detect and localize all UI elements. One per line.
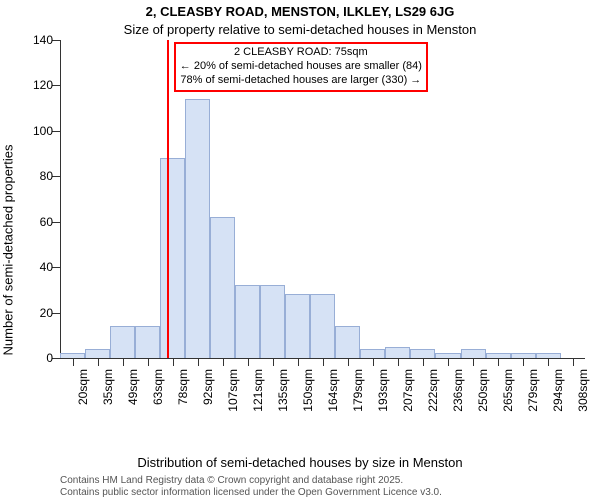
- histogram-bar: [235, 285, 260, 358]
- x-tick-label: 121sqm: [251, 369, 253, 412]
- histogram-bar: [310, 294, 335, 358]
- x-tick-label: 294sqm: [551, 369, 553, 412]
- x-tick: [73, 358, 74, 366]
- histogram-bar: [360, 349, 385, 358]
- x-tick-label: 78sqm: [176, 369, 178, 405]
- x-tick: [523, 358, 524, 366]
- footer-line-1: Contains HM Land Registry data © Crown c…: [60, 475, 403, 486]
- histogram-bar: [135, 326, 160, 358]
- x-tick: [173, 358, 174, 366]
- y-tick-label: 0: [46, 351, 53, 365]
- y-tick-label: 40: [40, 260, 53, 274]
- annotation-line: ← 20% of semi-detached houses are smalle…: [180, 60, 422, 74]
- histogram-bar: [385, 347, 410, 358]
- histogram-bar: [461, 349, 486, 358]
- x-tick-label: 179sqm: [351, 369, 353, 412]
- annotation-box: 2 CLEASBY ROAD: 75sqm← 20% of semi-detac…: [174, 42, 428, 91]
- y-tick-label: 80: [40, 169, 53, 183]
- x-tick: [98, 358, 99, 366]
- x-tick: [448, 358, 449, 366]
- x-tick-label: 236sqm: [451, 369, 453, 412]
- x-tick: [198, 358, 199, 366]
- histogram-bar: [160, 158, 185, 358]
- x-tick: [223, 358, 224, 366]
- x-tick: [123, 358, 124, 366]
- x-tick-label: 20sqm: [76, 369, 78, 405]
- plot-area: 02040608010012014020sqm35sqm49sqm63sqm78…: [60, 40, 585, 358]
- x-tick-label: 35sqm: [101, 369, 103, 405]
- x-tick: [398, 358, 399, 366]
- x-tick-label: 135sqm: [276, 369, 278, 412]
- x-tick: [573, 358, 574, 366]
- histogram-bar: [260, 285, 285, 358]
- histogram-plot: 02040608010012014020sqm35sqm49sqm63sqm78…: [60, 40, 585, 410]
- annotation-line: 2 CLEASBY ROAD: 75sqm: [180, 46, 422, 60]
- x-tick: [148, 358, 149, 366]
- y-tick: [52, 313, 60, 314]
- y-tick-label: 20: [40, 306, 53, 320]
- x-tick: [248, 358, 249, 366]
- x-tick-label: 49sqm: [126, 369, 128, 405]
- x-tick-label: 222sqm: [426, 369, 428, 412]
- x-tick: [548, 358, 549, 366]
- histogram-bar: [285, 294, 310, 358]
- x-tick: [498, 358, 499, 366]
- page-subtitle: Size of property relative to semi-detach…: [0, 22, 600, 37]
- y-tick: [52, 40, 60, 41]
- x-tick-label: 308sqm: [576, 369, 578, 412]
- y-tick: [52, 131, 60, 132]
- y-tick: [52, 222, 60, 223]
- x-tick-label: 107sqm: [226, 369, 228, 412]
- y-tick: [52, 267, 60, 268]
- x-tick: [323, 358, 324, 366]
- y-tick-label: 60: [40, 215, 53, 229]
- footer-line-2: Contains public sector information licen…: [60, 487, 442, 498]
- histogram-bar: [410, 349, 435, 358]
- subject-marker-line: [167, 40, 169, 358]
- x-tick-label: 279sqm: [526, 369, 528, 412]
- x-tick-label: 92sqm: [201, 369, 203, 405]
- histogram-bar: [210, 217, 235, 358]
- histogram-bar: [85, 349, 110, 358]
- y-tick: [52, 176, 60, 177]
- y-axis-line: [60, 40, 61, 358]
- x-tick-label: 265sqm: [501, 369, 503, 412]
- histogram-bar: [110, 326, 135, 358]
- y-tick: [52, 85, 60, 86]
- x-tick: [373, 358, 374, 366]
- x-tick: [273, 358, 274, 366]
- x-tick-label: 193sqm: [376, 369, 378, 412]
- x-tick: [423, 358, 424, 366]
- x-tick-label: 164sqm: [326, 369, 328, 412]
- x-tick: [348, 358, 349, 366]
- x-tick-label: 250sqm: [476, 369, 478, 412]
- y-tick-label: 120: [33, 78, 53, 92]
- annotation-line: 78% of semi-detached houses are larger (…: [180, 74, 422, 88]
- histogram-bar: [185, 99, 210, 358]
- y-tick-label: 100: [33, 124, 53, 138]
- x-tick-label: 207sqm: [401, 369, 403, 412]
- page-title: 2, CLEASBY ROAD, MENSTON, ILKLEY, LS29 6…: [0, 4, 600, 19]
- x-tick: [298, 358, 299, 366]
- page-root: 2, CLEASBY ROAD, MENSTON, ILKLEY, LS29 6…: [0, 0, 600, 500]
- x-tick-label: 150sqm: [301, 369, 303, 412]
- histogram-bar: [335, 326, 360, 358]
- y-axis-label: Number of semi-detached properties: [1, 145, 16, 356]
- x-axis-label: Distribution of semi-detached houses by …: [0, 455, 600, 470]
- y-tick-label: 140: [33, 33, 53, 47]
- x-tick: [473, 358, 474, 366]
- x-tick-label: 63sqm: [151, 369, 153, 405]
